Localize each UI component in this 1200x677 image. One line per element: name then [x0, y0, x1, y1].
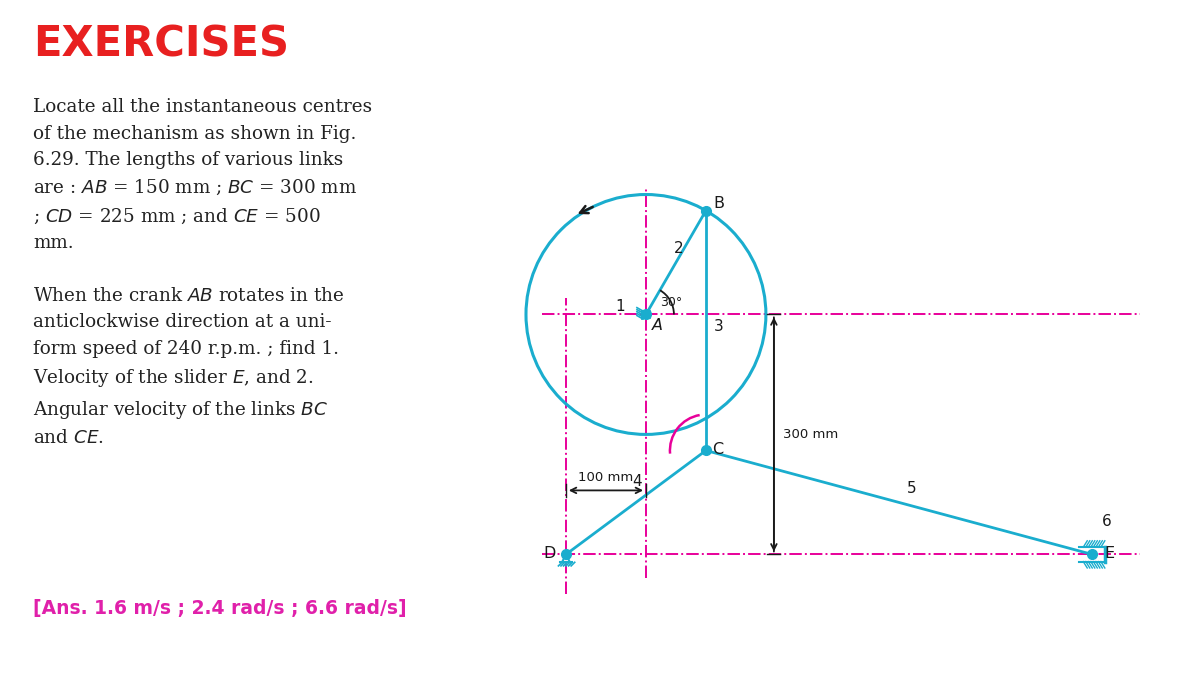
Text: B: B: [713, 196, 724, 211]
Text: C: C: [713, 443, 724, 458]
Text: 100 mm: 100 mm: [578, 471, 634, 484]
Text: 4: 4: [632, 475, 642, 489]
Text: 2: 2: [674, 241, 684, 256]
Text: A: A: [652, 318, 662, 334]
Text: 5: 5: [907, 481, 917, 496]
Text: 3: 3: [714, 319, 724, 334]
Text: EXERCISES: EXERCISES: [34, 24, 289, 66]
Text: 1: 1: [616, 299, 625, 314]
Text: E: E: [1105, 546, 1115, 561]
Text: 300 mm: 300 mm: [784, 428, 839, 441]
Text: D: D: [544, 546, 556, 561]
Text: Locate all the instantaneous centres
of the mechanism as shown in Fig.
6.29. The: Locate all the instantaneous centres of …: [34, 98, 372, 447]
Text: 6: 6: [1102, 515, 1111, 529]
Text: 30°: 30°: [660, 297, 683, 309]
Text: [Ans. 1.6 m/s ; 2.4 rad/s ; 6.6 rad/s]: [Ans. 1.6 m/s ; 2.4 rad/s ; 6.6 rad/s]: [34, 599, 407, 618]
